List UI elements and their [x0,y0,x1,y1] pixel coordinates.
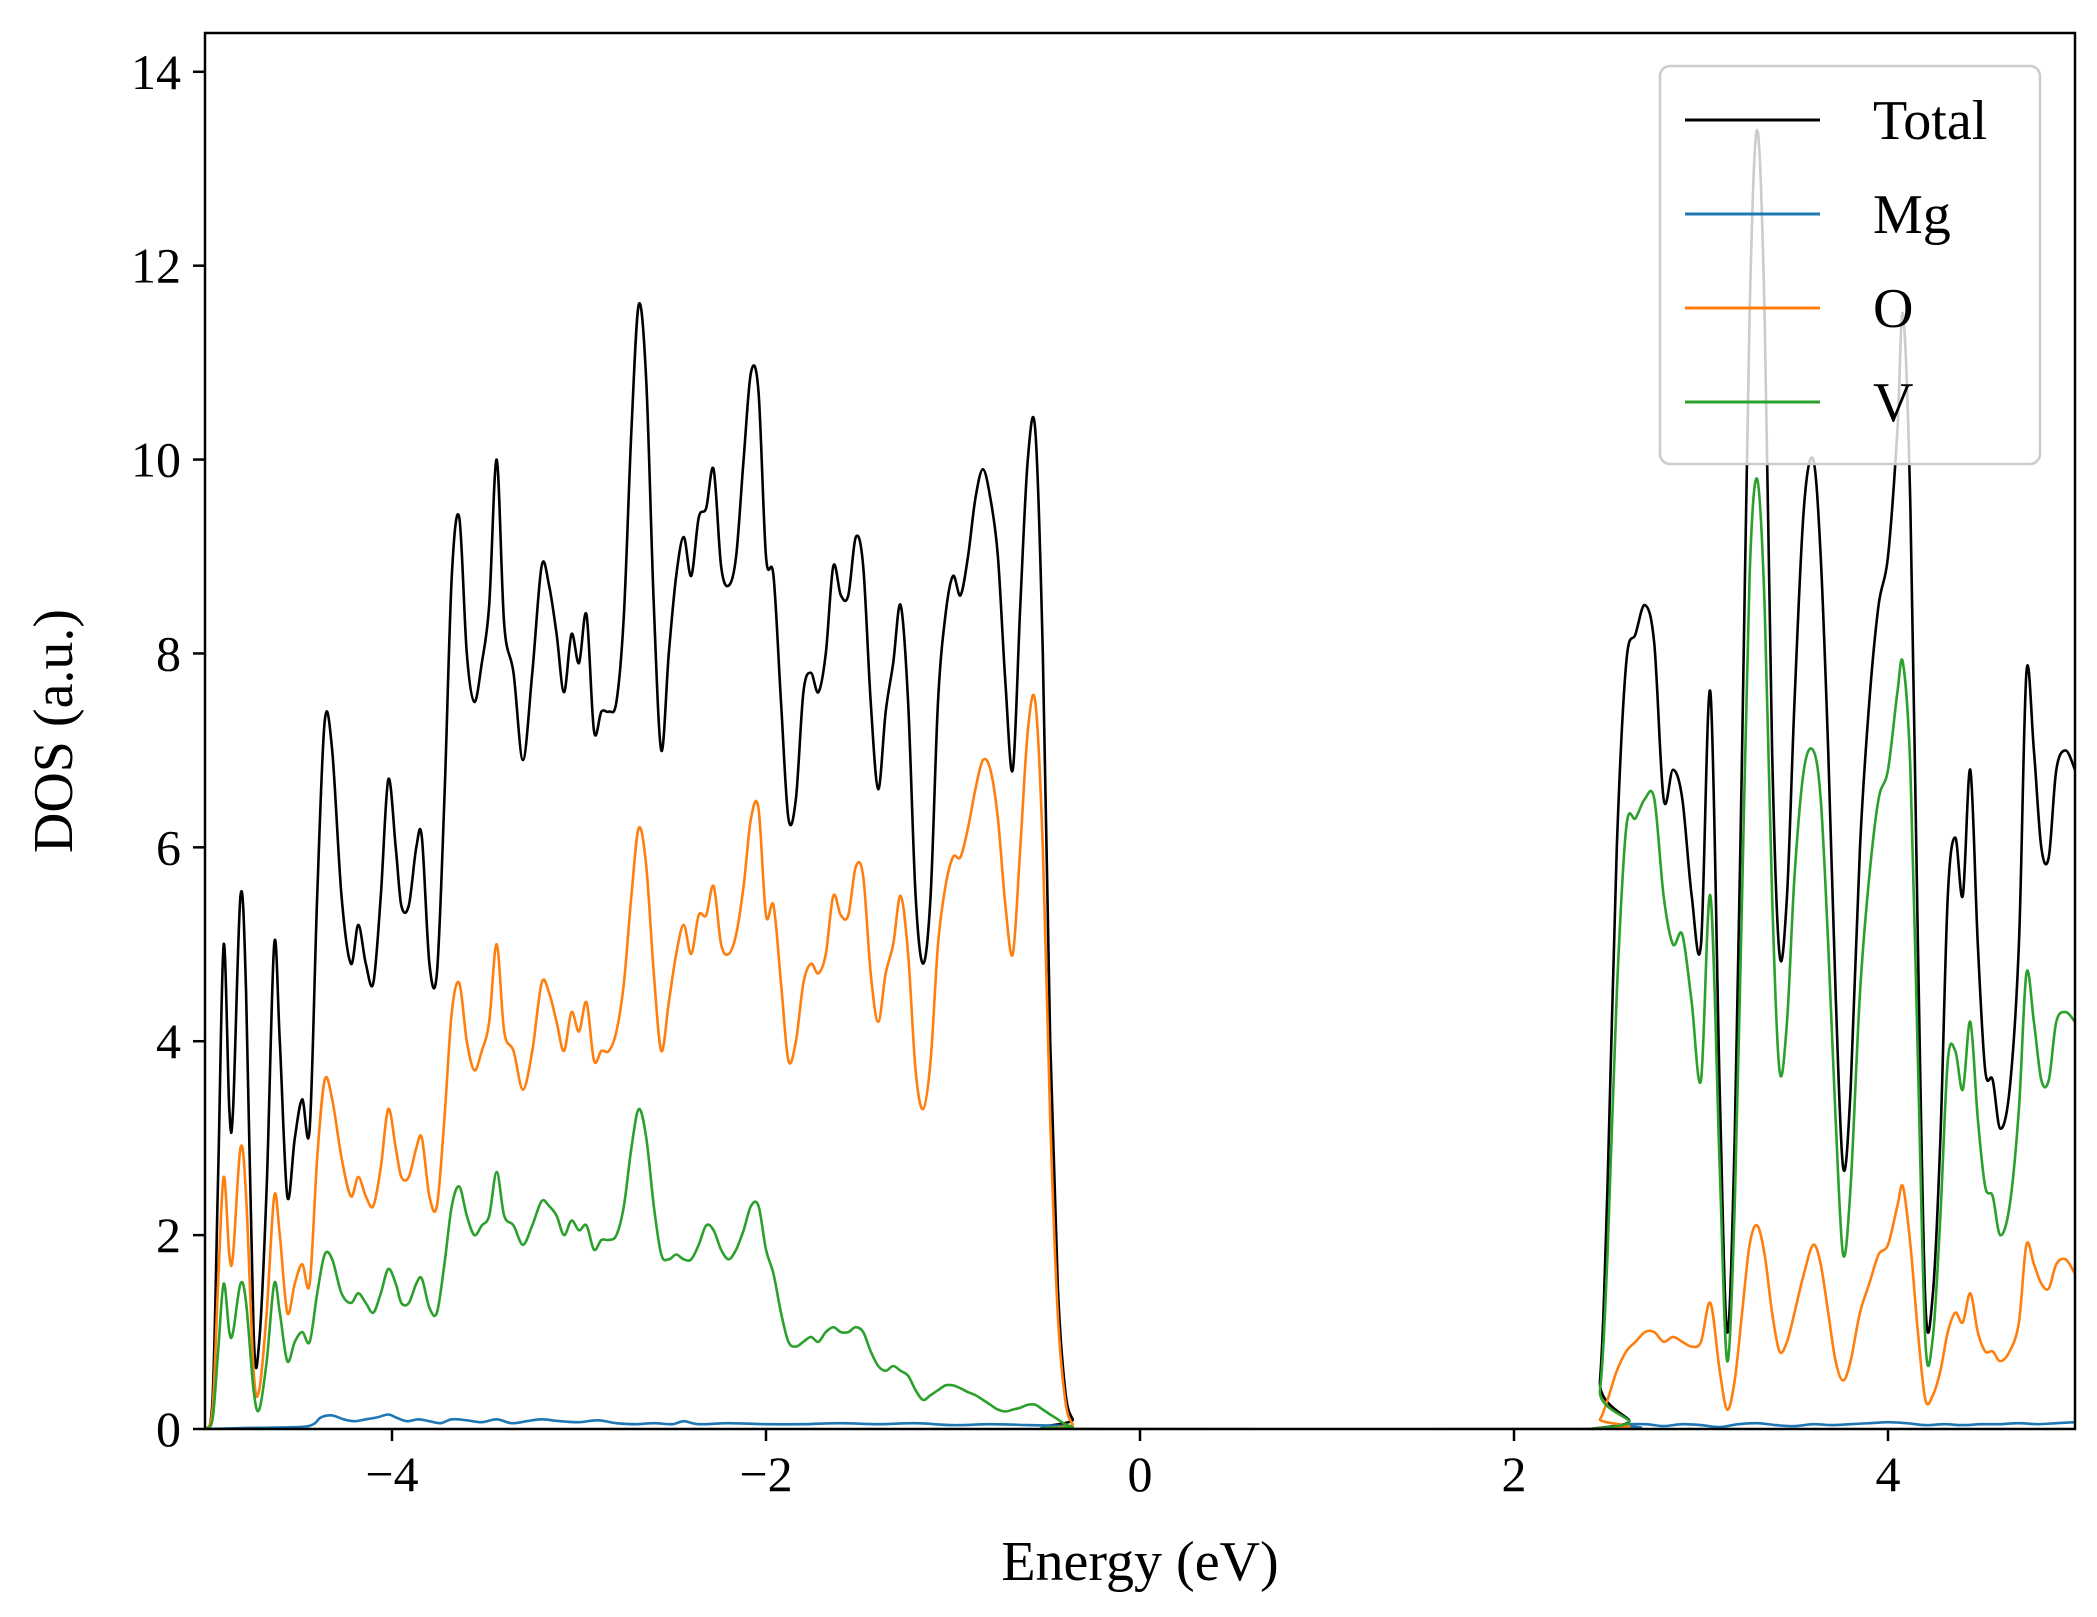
series-layer [205,128,2075,1429]
ticks-layer: −4 −2 0 2 4 0 2 4 6 8 10 12 14 [131,44,1901,1502]
series-line-v [205,477,2075,1429]
x-tick-label: −4 [365,1446,418,1502]
x-tick-label: 4 [1876,1446,1901,1502]
series-line-mg [205,1413,2075,1429]
legend-label-v: V [1873,372,1913,434]
legend-label-total: Total [1873,90,1987,152]
series-line-total [205,128,2075,1429]
y-tick-label: 10 [131,432,181,488]
x-tick-label: 2 [1502,1446,1527,1502]
x-axis-label: Energy (eV) [1001,1531,1278,1593]
y-tick-label: 8 [156,625,181,681]
legend-frame [1658,64,2042,466]
legend-label-mg: Mg [1873,184,1951,246]
series-line-o [205,693,2075,1429]
y-tick-label: 6 [156,819,181,875]
y-tick-label: 2 [156,1207,181,1263]
x-tick-label: 0 [1128,1446,1153,1502]
y-axis-label: DOS (a.u.) [23,609,85,853]
x-tick-label: −2 [739,1446,792,1502]
y-tick-label: 14 [131,44,181,100]
y-tick-label: 4 [156,1013,181,1069]
y-tick-label: 12 [131,238,181,294]
y-tick-label: 0 [156,1401,181,1457]
legend: Total Mg OV [1658,64,2042,466]
legend-label-o: O [1873,278,1913,340]
